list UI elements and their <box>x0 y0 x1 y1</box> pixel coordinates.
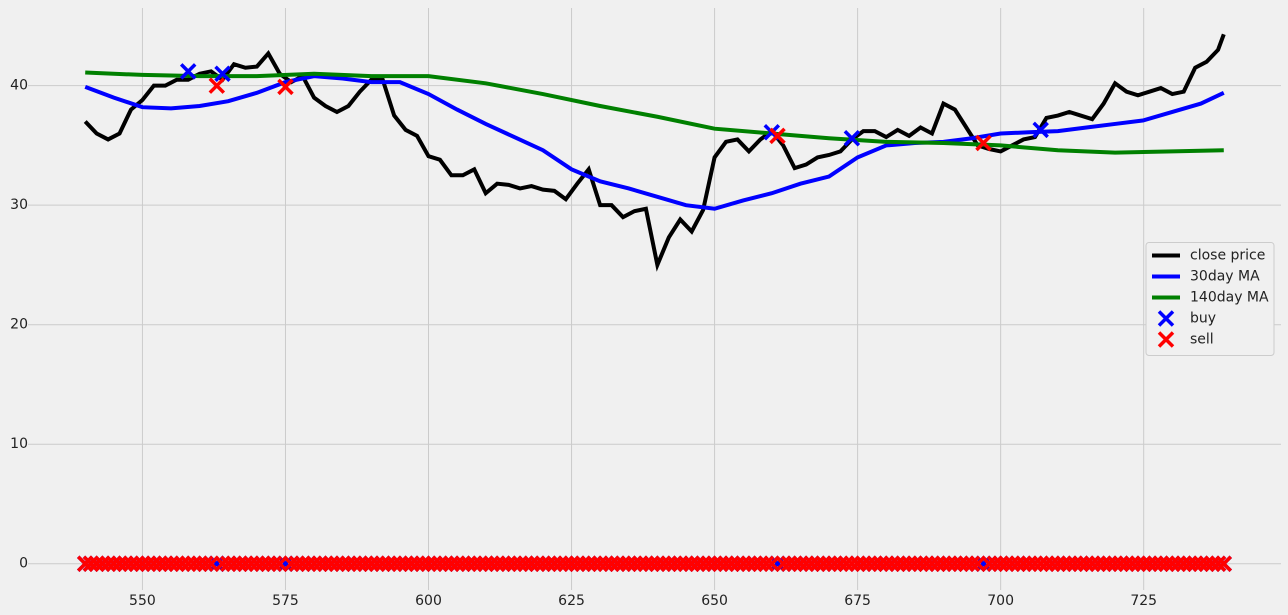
marker <box>1209 555 1227 572</box>
marker <box>277 78 294 96</box>
grid <box>28 8 1281 590</box>
y-tick-label: 40 <box>10 78 28 94</box>
marker <box>1215 555 1233 572</box>
marker <box>179 63 197 80</box>
marker <box>1032 121 1049 139</box>
y-tick-label: 30 <box>10 197 28 213</box>
marker <box>843 130 861 147</box>
legend-label: buy <box>1190 311 1216 327</box>
marker <box>1157 331 1175 348</box>
y-tick-label: 10 <box>10 436 28 452</box>
marker <box>963 555 981 572</box>
marker <box>265 555 283 572</box>
x-tick-label: 575 <box>272 593 299 609</box>
marker <box>214 65 231 82</box>
marker <box>197 555 214 572</box>
marker <box>757 555 775 572</box>
plot-area <box>76 33 1233 572</box>
line <box>85 70 1224 155</box>
x-tick-label: 600 <box>415 593 442 609</box>
y-tick-label: 20 <box>10 317 28 333</box>
marker <box>1157 310 1175 327</box>
y-tick-label: 0 <box>19 556 28 572</box>
x-tick-label: 625 <box>558 593 585 609</box>
marker <box>769 127 786 145</box>
x-tick-label: 650 <box>701 593 728 609</box>
legend: close price 30day MA 140day MA buy sell <box>1145 242 1275 356</box>
legend-box <box>1145 242 1275 356</box>
marker <box>208 77 226 94</box>
x-tick-label: 700 <box>987 593 1014 609</box>
x-tick-label: 550 <box>129 593 156 609</box>
legend-label: 30day MA <box>1190 269 1260 285</box>
legend-label: sell <box>1190 332 1214 348</box>
legend-label: close price <box>1190 248 1265 264</box>
marker <box>975 134 992 152</box>
legend-label: 140day MA <box>1190 290 1269 306</box>
x-tick-label: 725 <box>1130 593 1157 609</box>
x-tick-label: 675 <box>844 593 871 609</box>
